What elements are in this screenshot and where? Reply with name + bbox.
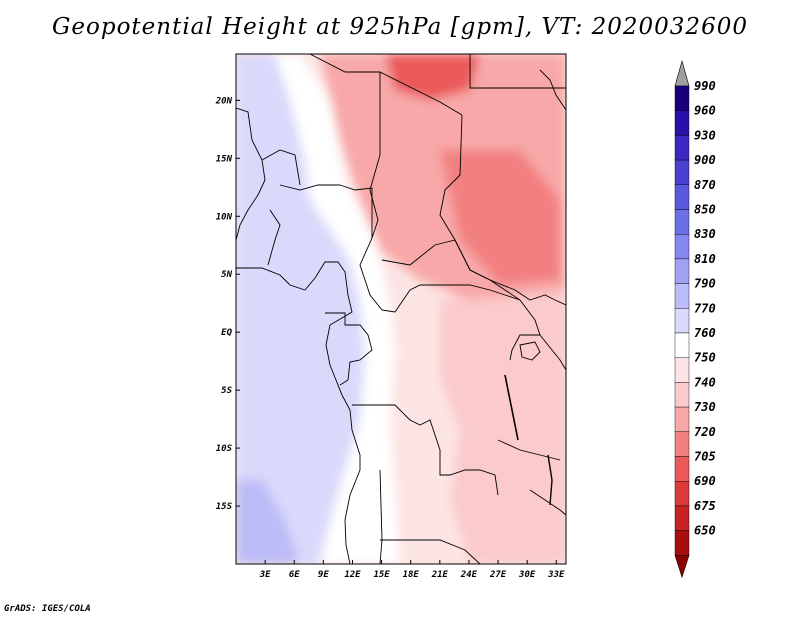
border-tanzania-south xyxy=(497,439,561,461)
border-niger-nigeria xyxy=(279,184,340,191)
lat-label: 10N xyxy=(216,212,233,222)
colorbar-swatch xyxy=(674,357,690,383)
lat-label: 15S xyxy=(216,502,233,512)
colorbar-label: 690 xyxy=(694,474,716,488)
colorbar-swatch xyxy=(674,135,690,161)
grads-credit: GrADS: IGES/COLA xyxy=(4,604,91,614)
country-borders xyxy=(236,54,566,564)
colorbar-swatch xyxy=(674,332,690,358)
lon-label: 18E xyxy=(403,570,420,580)
colorbar-swatch xyxy=(674,110,690,136)
lat-label: 10S xyxy=(216,444,233,454)
lon-label: 9E xyxy=(318,570,329,580)
colorbar-label: 770 xyxy=(694,301,716,315)
border-drc-north xyxy=(381,284,521,313)
map-frame xyxy=(235,53,567,565)
colorbar-label: 730 xyxy=(694,400,716,414)
colorbar-top-arrow xyxy=(674,59,690,87)
border-mali-algeria xyxy=(309,54,381,100)
colorbar-label: 960 xyxy=(694,104,716,118)
region-atlantic-low-heights xyxy=(236,54,365,564)
lon-label: 6E xyxy=(289,570,300,580)
colorbar-label: 930 xyxy=(694,128,716,142)
lon-label: 15E xyxy=(373,570,390,580)
colorbar-label: 750 xyxy=(694,351,716,365)
colorbar: 990 960 930 900 870 850 830 810 790 770 760 750 740 7… xyxy=(674,59,716,579)
colorbar-label: 675 xyxy=(694,499,716,513)
colorbar-label: 990 xyxy=(694,79,716,93)
border-libya-egypt xyxy=(469,54,566,89)
border-uganda-kenya xyxy=(509,299,541,361)
colorbar-label: 760 xyxy=(694,326,716,340)
colorbar-label: 720 xyxy=(694,425,716,439)
border-niger-chad xyxy=(369,100,381,239)
colorbar-label: 790 xyxy=(694,277,716,291)
border-mozambique xyxy=(529,489,566,516)
colorbar-swatch xyxy=(674,209,690,235)
lat-label: 20N xyxy=(215,96,233,106)
colorbar-label: 850 xyxy=(694,203,716,217)
colorbar-swatch xyxy=(674,382,690,408)
lat-label: 15N xyxy=(216,154,233,164)
border-zambia xyxy=(380,539,481,564)
lake-malawi xyxy=(547,454,553,506)
latitude-axis: 20N 15N 10N 5N EQ 5S 10S 15S xyxy=(215,96,240,512)
longitude-axis: 3E 6E 9E 12E 15E 18E 21E 24E 27E 30E 33E xyxy=(259,560,565,580)
colorbar-swatch xyxy=(674,456,690,482)
colorbar-swatch xyxy=(674,258,690,284)
lon-label: 24E xyxy=(460,570,478,580)
region-libya-core xyxy=(385,54,480,100)
colorbar-label: 870 xyxy=(694,178,716,192)
colorbar-swatch xyxy=(674,481,690,507)
colorbar-label: 740 xyxy=(694,375,716,389)
colorbar-swatch xyxy=(674,406,690,433)
border-niger-libya xyxy=(379,71,463,116)
colorbar-label: 830 xyxy=(694,227,716,241)
geopotential-field xyxy=(236,54,566,564)
colorbar-bottom-arrow xyxy=(674,554,690,579)
colorbar-swatch xyxy=(674,530,690,556)
border-ethiopia xyxy=(489,279,566,306)
colorbar-label: 810 xyxy=(694,252,716,266)
region-sudan-trough xyxy=(440,150,560,285)
colorbar-swatch xyxy=(674,283,690,309)
border-west-africa-1 xyxy=(261,149,301,186)
border-kenya-tanzania xyxy=(539,334,566,371)
border-congo-gabon xyxy=(325,312,373,386)
lon-label: 12E xyxy=(344,570,361,580)
colorbar-swatch xyxy=(674,505,690,531)
lat-label: 5N xyxy=(221,270,232,280)
lon-label: 27E xyxy=(489,570,507,580)
border-west-africa-2 xyxy=(267,209,281,266)
colorbar-label: 900 xyxy=(694,153,716,167)
map-title: Geopotential Height at 925hPa [gpm], VT:… xyxy=(52,14,748,40)
lon-label: 33E xyxy=(547,570,565,580)
colorbar-swatch xyxy=(674,233,690,260)
lake-tanganyika xyxy=(504,374,519,441)
lat-label: EQ xyxy=(221,328,232,338)
colorbar-swatch xyxy=(674,159,690,186)
colorbar-swatch xyxy=(674,308,690,334)
lat-label: 5S xyxy=(221,386,232,396)
colorbar-swatch xyxy=(674,431,690,457)
colorbar-label: 650 xyxy=(694,524,716,538)
red-sea-coast xyxy=(539,69,566,111)
lake-victoria xyxy=(519,341,541,361)
region-southwest-lower xyxy=(236,480,300,564)
colorbar-label: 705 xyxy=(694,450,716,464)
lon-label: 30E xyxy=(518,570,536,580)
region-east-mid xyxy=(440,280,566,564)
lon-label: 3E xyxy=(259,570,271,580)
coastline xyxy=(236,107,361,564)
border-drc-angola xyxy=(352,404,499,496)
colorbar-swatch xyxy=(674,85,690,111)
colorbar-swatch xyxy=(674,184,690,210)
border-nigeria-cameroon xyxy=(339,184,383,311)
lon-label: 21E xyxy=(431,570,449,580)
